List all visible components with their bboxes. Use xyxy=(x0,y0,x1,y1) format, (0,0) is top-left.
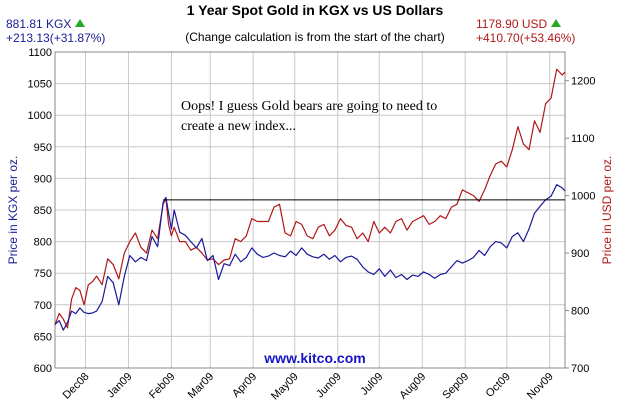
x-tick-label: May09 xyxy=(269,371,301,400)
usd-price: 1178.90 USD xyxy=(476,17,562,31)
y-tick-right: 1200 xyxy=(571,76,595,88)
kgx-series-line xyxy=(54,184,566,331)
y-tick-right: 1100 xyxy=(571,133,595,145)
y-tick-right: 1000 xyxy=(571,191,595,203)
y-axis-label-right: Price in USD per oz. xyxy=(600,156,614,265)
y-tick-left: 850 xyxy=(34,205,52,217)
y-tick-left: 1050 xyxy=(28,79,52,91)
chart-annotation: Oops! I guess Gold bears are going to ne… xyxy=(181,99,438,134)
up-arrow-icon xyxy=(551,19,562,27)
x-tick-label: Aug09 xyxy=(397,371,428,400)
chart-title: 1 Year Spot Gold in KGX vs US Dollars xyxy=(186,2,444,18)
x-tick-label: Dec08 xyxy=(61,371,92,400)
kgx-price-value: 881.81 KGX xyxy=(6,17,72,31)
kgx-change: +213.13(+31.87%) xyxy=(6,31,106,45)
y-axis-label-left: Price in KGX per oz. xyxy=(6,156,20,265)
x-tick-label: Jul09 xyxy=(358,371,385,398)
y-tick-right: 900 xyxy=(571,248,589,260)
x-tick-label: Sep09 xyxy=(440,371,471,400)
usd-series-line xyxy=(54,68,566,329)
y-tick-left: 1100 xyxy=(28,47,52,59)
x-tick-label: Feb09 xyxy=(147,371,178,400)
up-arrow-icon xyxy=(75,19,86,27)
y-tick-right: 800 xyxy=(571,306,589,318)
x-tick-label: Nov09 xyxy=(525,371,556,400)
series-lines xyxy=(54,68,566,331)
kgx-price: 881.81 KGX xyxy=(6,17,86,31)
y-tick-right: 700 xyxy=(571,363,589,375)
x-tick-label: Apr09 xyxy=(230,371,259,400)
y-tick-left: 900 xyxy=(34,173,52,185)
y-tick-left: 950 xyxy=(34,142,52,154)
source-watermark: www.kitco.com xyxy=(264,350,366,366)
y-tick-left: 800 xyxy=(34,237,52,249)
y-tick-left: 750 xyxy=(34,268,52,280)
x-tick-label: Oct09 xyxy=(484,371,513,400)
x-tick-label: Mar09 xyxy=(186,371,217,400)
x-tick-label: Jan09 xyxy=(105,371,135,400)
y-tick-left: 700 xyxy=(34,300,52,312)
plot-frame xyxy=(54,51,566,369)
usd-price-value: 1178.90 USD xyxy=(476,17,548,31)
y-tick-left: 600 xyxy=(34,363,52,375)
chart-subtitle: (Change calculation is from the start of… xyxy=(185,30,445,44)
usd-change: +410.70(+53.46%) xyxy=(476,31,576,45)
y-tick-left: 650 xyxy=(34,331,52,343)
x-tick-label: Jun09 xyxy=(314,371,344,400)
y-tick-left: 1000 xyxy=(28,110,52,122)
